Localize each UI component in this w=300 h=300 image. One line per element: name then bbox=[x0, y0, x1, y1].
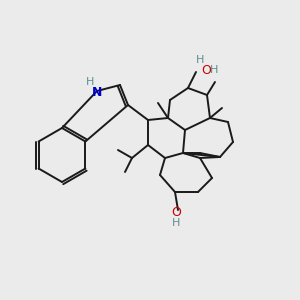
Text: O: O bbox=[171, 206, 181, 218]
Text: H: H bbox=[196, 55, 204, 65]
Text: H: H bbox=[172, 218, 180, 228]
Text: H: H bbox=[210, 65, 218, 75]
Text: H: H bbox=[86, 77, 94, 87]
Text: N: N bbox=[92, 85, 102, 98]
Text: O: O bbox=[201, 64, 211, 76]
